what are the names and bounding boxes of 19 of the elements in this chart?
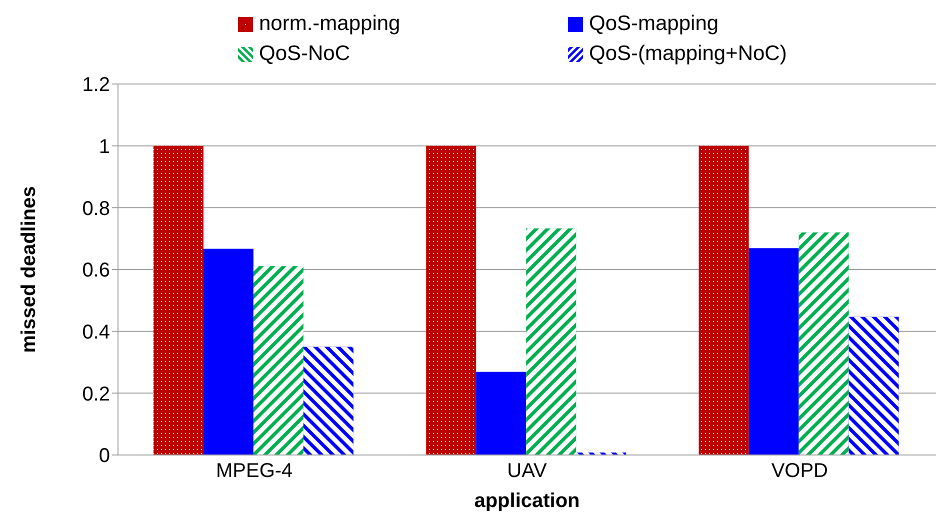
x-tick-label: MPEG-4 [216, 460, 293, 482]
y-tick-label: 1.2 [82, 74, 110, 96]
legend-label: QoS-mapping [589, 12, 719, 36]
legend-label: norm.-mapping [259, 12, 400, 36]
bar [476, 372, 526, 455]
legend-label: QoS-NoC [259, 42, 350, 66]
x-tick-label: VOPD [771, 460, 828, 482]
bar [203, 248, 254, 455]
y-tick-label: 1 [98, 136, 110, 158]
y-tick-label: 0.6 [82, 260, 110, 282]
y-tick-label: 0.4 [82, 321, 110, 344]
y-tick-label: 0 [98, 445, 110, 468]
bar [748, 248, 799, 455]
x-tick-label: UAV [507, 460, 548, 482]
legend-label: QoS-(mapping+NoC) [589, 42, 787, 66]
y-axis-title: missed deadlines [18, 186, 40, 353]
x-axis-title: application [474, 490, 580, 512]
y-tick-label: 0.8 [82, 198, 110, 220]
y-tick-label: 0.2 [82, 383, 110, 406]
